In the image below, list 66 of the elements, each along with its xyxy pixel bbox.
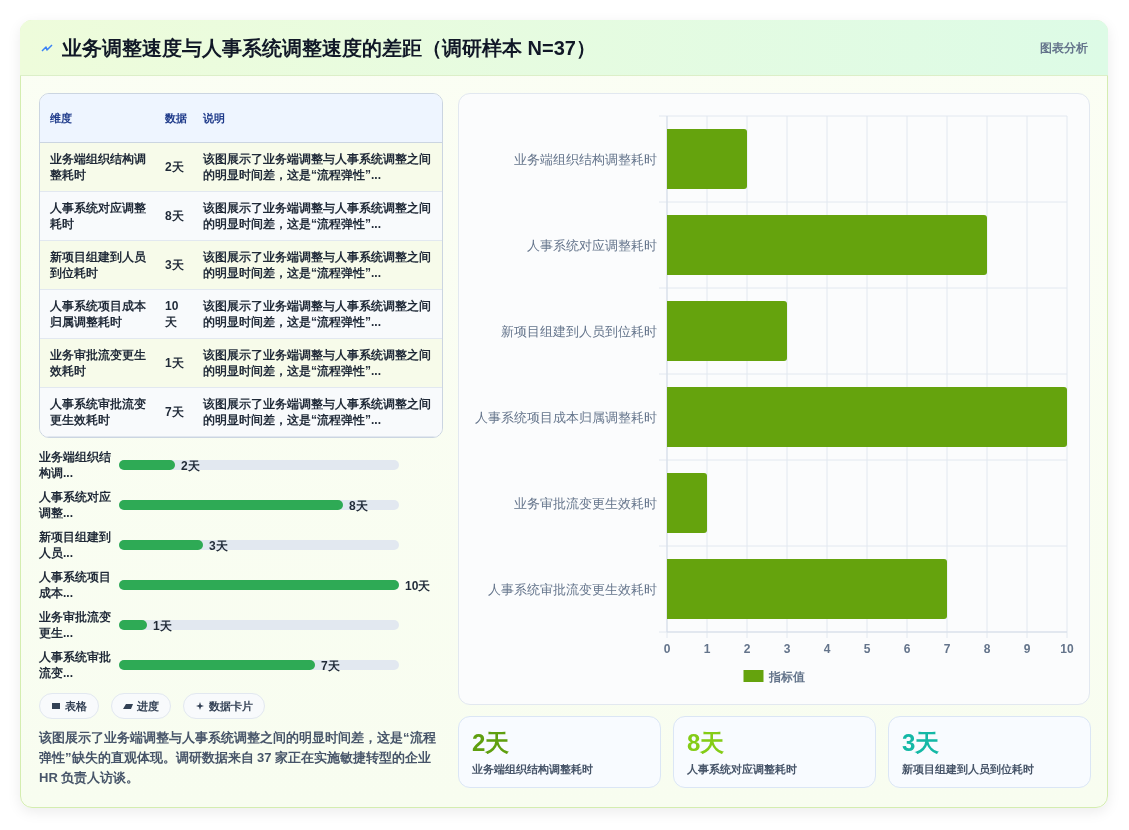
text: 3天	[902, 729, 940, 756]
text: 该图展示了业务端调整与人事系统调整之间的明显时间差，这是“流程弹性”...	[203, 250, 431, 280]
bar	[667, 472, 707, 534]
x-tick-label: 8	[983, 642, 991, 656]
bar	[667, 300, 787, 362]
x-tick-label: 5	[863, 642, 871, 656]
y-tick-label: 新项目组建到人员到位耗时	[501, 323, 657, 339]
text: 图表分析	[1040, 40, 1088, 57]
data-label: 7天	[321, 658, 341, 673]
x-tick-label: 10	[1060, 642, 1074, 656]
x-tick-label: 6	[903, 642, 911, 656]
text: 1天	[165, 356, 184, 370]
category-label: 业务端组织结构调整耗时	[472, 762, 593, 777]
data-label: 3天	[209, 538, 229, 553]
text: 该图展示了业务端调整与人事系统调整之间的明显时间差，这是“流程弹性”...	[203, 397, 431, 427]
category-label: 数据卡片	[209, 698, 253, 714]
category-label: 表格	[65, 698, 87, 714]
text: 该图展示了业务端调整与人事系统调整之间的明显时间差，这是“流程弹性”...	[203, 299, 431, 329]
legend-label: 指标值	[767, 669, 805, 684]
data-label: 1天	[153, 618, 173, 633]
bar	[667, 558, 947, 620]
x-tick-label: 1	[703, 642, 711, 656]
text: 2天	[472, 729, 510, 756]
x-tick-label: 0	[663, 642, 671, 656]
text: 7天	[165, 405, 184, 419]
bar	[119, 620, 147, 630]
y-tick-label: 业务端组织结构调整耗时	[514, 151, 657, 167]
y-tick-label: 人事系统审批流变更生效耗时	[488, 581, 657, 597]
y-tick-label: 新项目组建到人员...	[39, 529, 112, 561]
bar	[119, 540, 203, 550]
x-tick-label: 4	[823, 642, 831, 656]
text: 该图展示了业务端调整与人事系统调整之间的明显时间差，这是“流程弹性”...	[203, 201, 431, 231]
category-label: 数据	[165, 110, 187, 126]
text: 业务调整速度与人事系统调整速度的差距（调研样本 N=37）	[62, 36, 596, 61]
category-label: 新项目组建到人员到位耗时	[902, 762, 1034, 777]
text: 该图展示了业务端调整与人事系统调整之间的明显时间差，这是“流程弹性”...	[203, 152, 431, 182]
y-tick-label: 人事系统项目成本...	[39, 569, 112, 601]
category-label: 维度	[50, 110, 73, 126]
y-tick-label: 人事系统对应调整...	[39, 489, 112, 521]
text: 3天	[165, 258, 184, 272]
x-tick-label: 3	[783, 642, 791, 656]
y-tick-label: 业务端组织结构调...	[39, 449, 112, 481]
bar	[667, 214, 987, 276]
y-tick-label: 人事系统对应调整耗时	[527, 237, 657, 253]
bar	[119, 460, 175, 470]
category-label: 进度	[137, 698, 159, 714]
y-tick-label: 人事系统项目成本归属调整耗时	[475, 409, 657, 425]
x-tick-label: 7	[943, 642, 951, 656]
bar	[667, 128, 747, 190]
data-label: 8天	[349, 498, 369, 513]
y-tick-label: 人事系统审批流变...	[39, 649, 112, 681]
text: 8天	[687, 729, 725, 756]
x-tick-label: 9	[1023, 642, 1031, 656]
text: 8天	[165, 209, 184, 223]
y-tick-label: 业务审批流变更生效耗时	[514, 495, 657, 511]
text: 2天	[165, 160, 184, 174]
text: 10天	[165, 299, 179, 329]
data-label: 2天	[181, 458, 201, 473]
bar	[667, 386, 1067, 448]
category-label: 人事系统对应调整耗时	[687, 762, 797, 777]
x-tick-label: 2	[743, 642, 751, 656]
text: 该图展示了业务端调整与人事系统调整之间的明显时间差，这是“流程弹性”缺失的直观体现。调研数据来自 37 家正在实施敏捷转型的企业 HR 负责人访谈。	[39, 729, 437, 787]
text: 该图展示了业务端调整与人事系统调整之间的明显时间差，这是“流程弹性”...	[203, 348, 431, 378]
y-tick-label: 业务审批流变更生...	[39, 609, 112, 641]
data-label: 10天	[405, 578, 432, 593]
category-label: 说明	[203, 110, 226, 126]
